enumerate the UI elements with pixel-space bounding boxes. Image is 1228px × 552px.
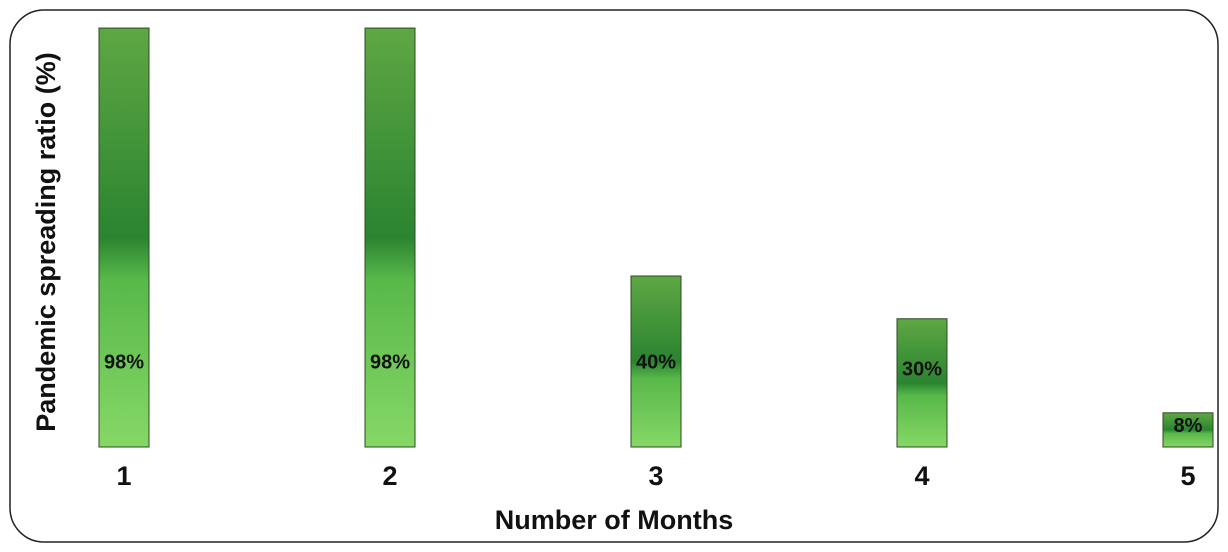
x-tick-label: 2: [382, 461, 397, 491]
value-label: 98%: [370, 351, 410, 373]
bar: [98, 27, 150, 448]
x-tick-label: 1: [116, 461, 131, 491]
value-label: 8%: [1174, 415, 1203, 437]
bar: [1162, 412, 1214, 448]
value-label: 40%: [636, 351, 676, 373]
x-tick-label: 5: [1180, 461, 1195, 491]
value-label: 98%: [104, 351, 144, 373]
x-tick-label: 4: [914, 461, 929, 491]
bar: [630, 275, 682, 448]
chart-frame: [9, 9, 1219, 543]
bar: [364, 27, 416, 448]
x-axis-title: Number of Months: [495, 505, 733, 535]
bar: [896, 318, 948, 448]
x-tick-label: 3: [648, 461, 663, 491]
value-label: 30%: [902, 358, 942, 380]
y-axis-title: Pandemic spreading ratio (%): [31, 52, 61, 432]
